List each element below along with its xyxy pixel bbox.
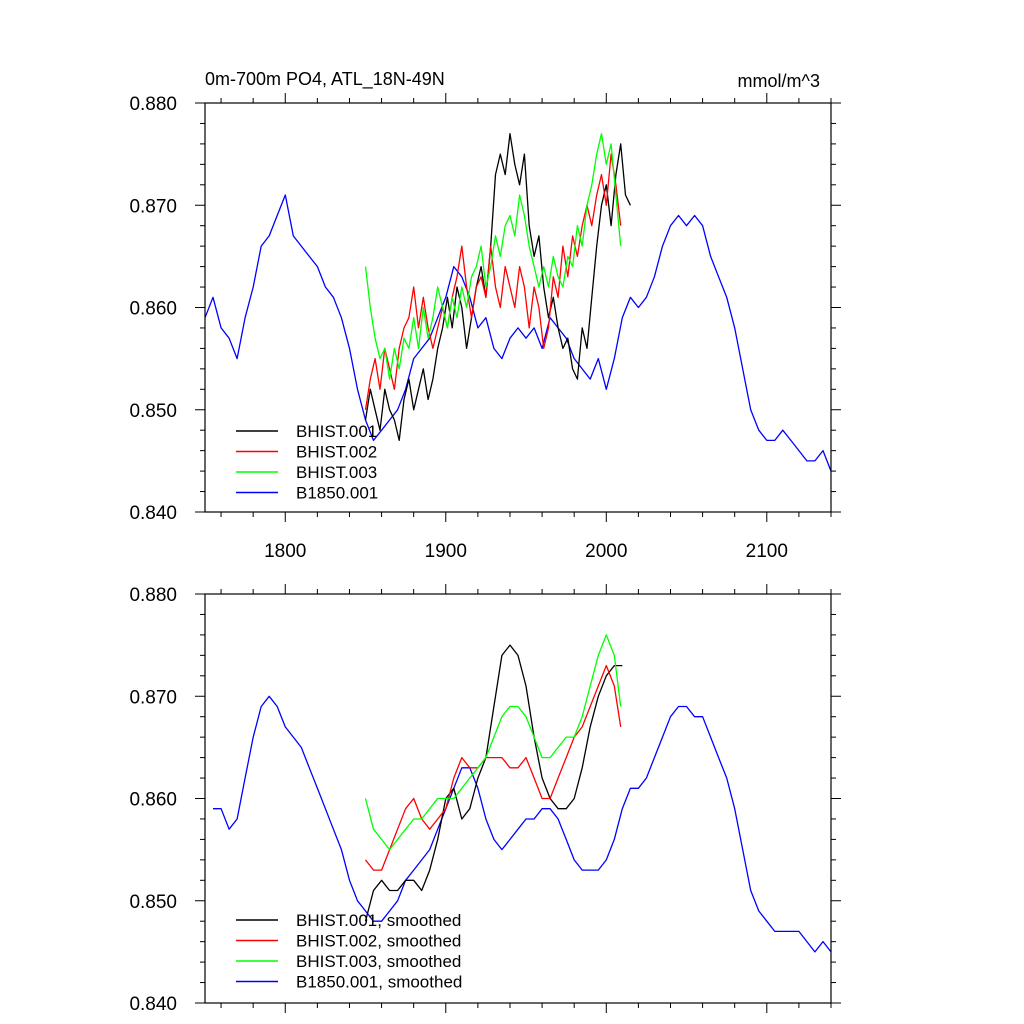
top-panel-y-tick-labels: 0.840 0.850 0.860 0.870 0.880 — [129, 94, 177, 524]
bottom-panel-y-tick-labels: 0.840 0.850 0.860 0.870 0.880 — [129, 585, 177, 1015]
y-tick-label: 0.850 — [129, 892, 177, 913]
y-tick-label: 0.860 — [129, 790, 177, 811]
y-tick-label: 0.860 — [129, 299, 177, 320]
series-line-bhist-003-smoothed — [364, 634, 622, 851]
legend-label: B1850.001 — [296, 484, 378, 503]
series-line-bhist-002-smoothed — [364, 664, 622, 871]
top-panel-title: 0m-700m PO4, ATL_18N-49N — [205, 69, 445, 90]
top-panel-x-tick-labels: 1800 1900 2000 2100 — [264, 541, 788, 562]
series-line-b1850-001-smoothed — [213, 695, 832, 953]
bottom-panel-legend: BHIST.001, smoothed BHIST.002, smoothedBH… — [236, 911, 462, 992]
bottom-panel-ticks — [195, 584, 841, 1013]
top-panel: 0m-700m PO4, ATL_18N-49N mmol/m^3 0.8400… — [129, 69, 841, 562]
x-tick-label: 1800 — [264, 541, 306, 562]
y-tick-label: 0.840 — [129, 503, 177, 524]
top-panel-units: mmol/m^3 — [738, 71, 820, 91]
series-line-b1850-001 — [204, 194, 832, 472]
legend-label: B1850.001, smoothed — [296, 973, 462, 992]
series-line-bhist-002 — [364, 153, 622, 410]
series-line-bhist-001 — [364, 133, 631, 442]
y-tick-label: 0.870 — [129, 196, 177, 217]
legend-label: BHIST.003, smoothed — [296, 952, 461, 971]
legend-label: BHIST.002 — [296, 443, 377, 462]
series-line-bhist-001-smoothed — [364, 644, 623, 922]
y-tick-label: 0.840 — [129, 994, 177, 1015]
legend-label: BHIST.001 — [296, 422, 377, 441]
top-panel-series — [204, 133, 832, 472]
y-tick-label: 0.850 — [129, 401, 177, 422]
top-panel-ticks — [195, 93, 841, 522]
bottom-panel-frame — [204, 593, 832, 1004]
x-tick-label: 1900 — [425, 541, 467, 562]
x-tick-label: 2100 — [746, 541, 788, 562]
x-tick-label: 2000 — [585, 541, 627, 562]
bottom-panel: 0.840 0.850 0.860 0.870 0.880 BHIST.001, smo… — [129, 584, 841, 1015]
y-tick-label: 0.880 — [129, 94, 177, 115]
bottom-panel-series — [213, 634, 832, 953]
series-line-bhist-003 — [364, 133, 622, 380]
top-panel-frame — [204, 102, 832, 513]
legend-label: BHIST.002, smoothed — [296, 932, 461, 951]
legend-label: BHIST.003 — [296, 463, 377, 482]
y-tick-label: 0.870 — [129, 687, 177, 708]
legend-label: BHIST.001, smoothed — [296, 911, 461, 930]
y-tick-label: 0.880 — [129, 585, 177, 606]
